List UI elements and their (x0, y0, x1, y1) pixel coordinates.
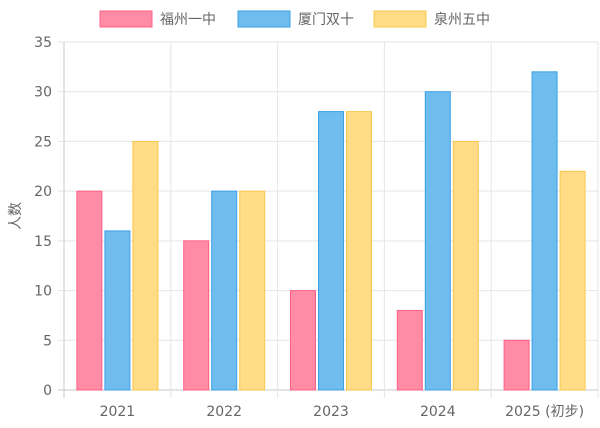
bar (104, 230, 131, 391)
bars (76, 71, 586, 391)
x-tick-label: 2023 (313, 404, 349, 420)
x-tick-label: 2025 (初步) (505, 403, 584, 420)
x-tick-label: 2021 (100, 404, 136, 420)
bar (396, 309, 423, 391)
x-tick-label: 2022 (206, 404, 242, 420)
bar (183, 240, 210, 391)
bar (290, 290, 316, 391)
bar (503, 339, 530, 391)
bar (424, 91, 451, 391)
legend-label: 泉州五中 (434, 11, 490, 28)
bar (559, 170, 586, 391)
y-tick-label: 20 (34, 184, 52, 200)
bar (211, 190, 238, 391)
bar (132, 140, 159, 391)
bar (76, 190, 103, 391)
y-tick-label: 10 (34, 284, 52, 300)
x-axis-ticks: 2021 2022 2023 2024 2025 (初步) (100, 403, 585, 420)
legend: 福州一中 厦门双十 泉州五中 (99, 10, 490, 28)
y-tick-label: 35 (34, 35, 52, 51)
bar (346, 111, 372, 391)
y-axis-ticks: 0 5 10 15 20 25 30 35 (34, 35, 52, 399)
bar (452, 140, 479, 391)
y-tick-label: 15 (34, 234, 52, 250)
bar (531, 71, 558, 391)
y-tick-label: 0 (43, 383, 52, 399)
legend-swatch (237, 10, 291, 28)
bar (318, 111, 344, 391)
y-tick-label: 25 (34, 134, 52, 150)
bar (239, 190, 266, 391)
legend-label: 厦门双十 (298, 12, 354, 28)
y-tick-label: 30 (34, 85, 52, 101)
legend-swatch (99, 10, 153, 28)
legend-swatch (373, 10, 427, 28)
legend-label: 福州一中 (160, 12, 216, 28)
x-tick-label: 2024 (420, 404, 456, 420)
y-axis-title: 人数 (8, 202, 24, 230)
y-tick-label: 5 (43, 333, 52, 349)
